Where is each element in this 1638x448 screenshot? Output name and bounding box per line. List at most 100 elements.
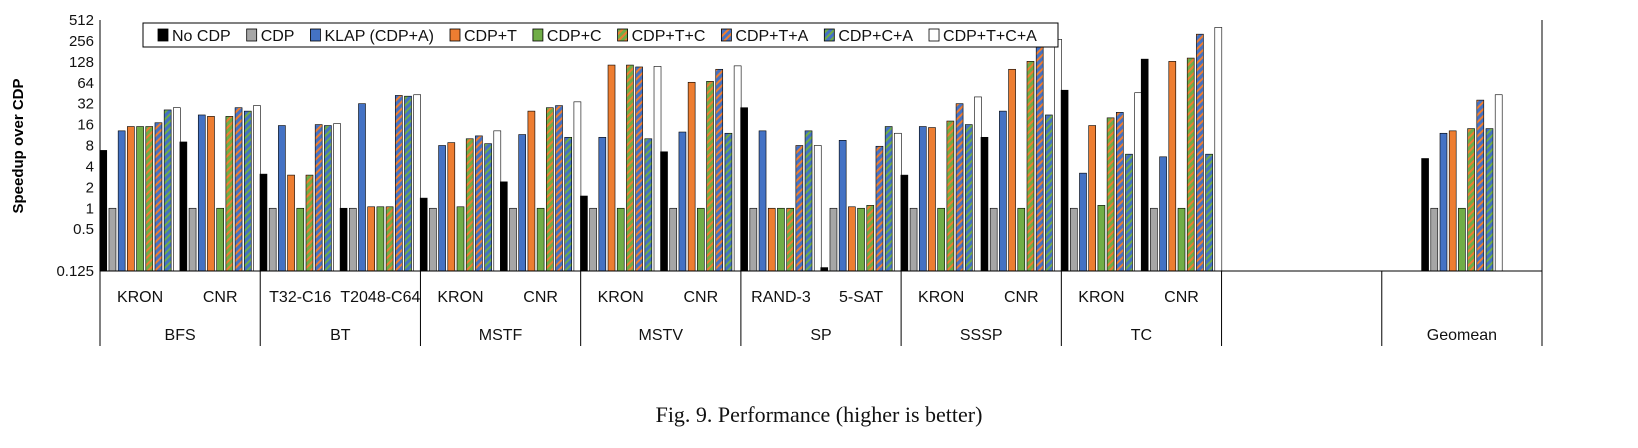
bar <box>607 64 616 272</box>
y-tick-label: 0.5 <box>73 221 94 238</box>
legend-entry: CDP+T+A <box>735 28 808 45</box>
bar <box>394 95 403 272</box>
bar <box>946 120 955 272</box>
dataset-label: CNR <box>523 289 558 306</box>
bar <box>777 207 785 272</box>
chart-bars <box>99 27 1503 272</box>
bar <box>937 207 945 272</box>
legend-swatch <box>532 28 544 42</box>
bar <box>660 151 668 272</box>
bar <box>884 126 893 272</box>
group-label: TC <box>1131 327 1152 344</box>
bar <box>314 124 323 272</box>
bar <box>1430 207 1439 272</box>
bar <box>715 68 724 272</box>
bar <box>616 207 625 272</box>
bar <box>500 181 508 272</box>
y-tick-label: 256 <box>69 33 94 50</box>
bar <box>136 126 144 272</box>
legend-swatch <box>449 28 461 42</box>
bar <box>1186 57 1195 272</box>
bar <box>493 130 502 272</box>
bar <box>653 66 662 272</box>
bar <box>1035 42 1044 272</box>
legend-entry: CDP+T+C <box>632 28 706 45</box>
bar <box>644 138 653 272</box>
bar <box>635 66 643 272</box>
legend-entry: KLAP (CDP+A) <box>324 28 434 45</box>
bar <box>1205 153 1213 272</box>
bar <box>900 174 909 272</box>
bar <box>1439 132 1448 272</box>
bar <box>1008 68 1016 272</box>
bar <box>404 95 412 272</box>
legend-entry: No CDP <box>172 28 231 45</box>
bar <box>829 207 838 272</box>
legend-swatch <box>246 28 258 42</box>
legend-swatch <box>823 28 835 42</box>
bar <box>1045 114 1053 272</box>
bar <box>333 123 341 272</box>
bar <box>296 207 305 272</box>
bar <box>1134 92 1142 272</box>
bar <box>820 267 829 272</box>
bar <box>465 138 474 272</box>
bar <box>1069 207 1078 272</box>
bar <box>813 145 822 272</box>
bar <box>1017 207 1026 272</box>
bar <box>1467 128 1475 272</box>
group-label: SSSP <box>960 327 1003 344</box>
bar <box>413 94 421 272</box>
bar <box>188 207 197 272</box>
bar <box>964 124 973 272</box>
dataset-label: KRON <box>117 289 163 306</box>
y-tick-label: 1 <box>86 200 94 217</box>
bar <box>580 195 588 272</box>
dataset-label: 5-SAT <box>839 289 883 306</box>
bar <box>555 105 563 272</box>
group-label: Geomean <box>1427 327 1497 344</box>
bar <box>1177 207 1186 272</box>
group-label: SP <box>810 327 831 344</box>
bar <box>154 122 163 272</box>
bar <box>918 126 927 272</box>
y-tick-label: 128 <box>69 54 94 71</box>
bar <box>1196 33 1204 272</box>
bar <box>669 207 678 272</box>
bar <box>928 127 936 272</box>
bar <box>253 105 261 272</box>
group-label: MSTV <box>639 327 684 344</box>
bar <box>127 126 135 272</box>
legend-entry: CDP+T <box>464 28 517 45</box>
bar <box>225 116 234 272</box>
bar <box>697 207 705 272</box>
bar <box>1079 172 1087 272</box>
bar <box>909 207 918 272</box>
bar <box>173 107 181 272</box>
bar <box>419 197 428 272</box>
bar <box>989 207 998 272</box>
bar <box>438 145 446 272</box>
bar <box>733 65 742 272</box>
y-tick-label: 32 <box>77 96 94 113</box>
bar <box>376 206 385 272</box>
bar <box>1494 94 1503 272</box>
y-tick-label: 512 <box>69 12 94 29</box>
y-tick-label: 4 <box>86 158 94 175</box>
dataset-label: CNR <box>683 289 718 306</box>
legend-swatch <box>928 28 940 42</box>
bar <box>786 207 794 272</box>
bar <box>179 141 188 272</box>
bar <box>358 103 366 272</box>
bar <box>1485 128 1494 272</box>
bar <box>804 130 813 272</box>
bar <box>367 206 375 272</box>
bar <box>1097 205 1106 272</box>
dataset-label: KRON <box>918 289 964 306</box>
bar <box>626 64 634 272</box>
bar <box>259 173 268 272</box>
bar <box>339 207 348 272</box>
y-axis-label: Speedup over CDP <box>10 78 27 213</box>
bar <box>447 142 456 272</box>
bar <box>1476 99 1485 272</box>
